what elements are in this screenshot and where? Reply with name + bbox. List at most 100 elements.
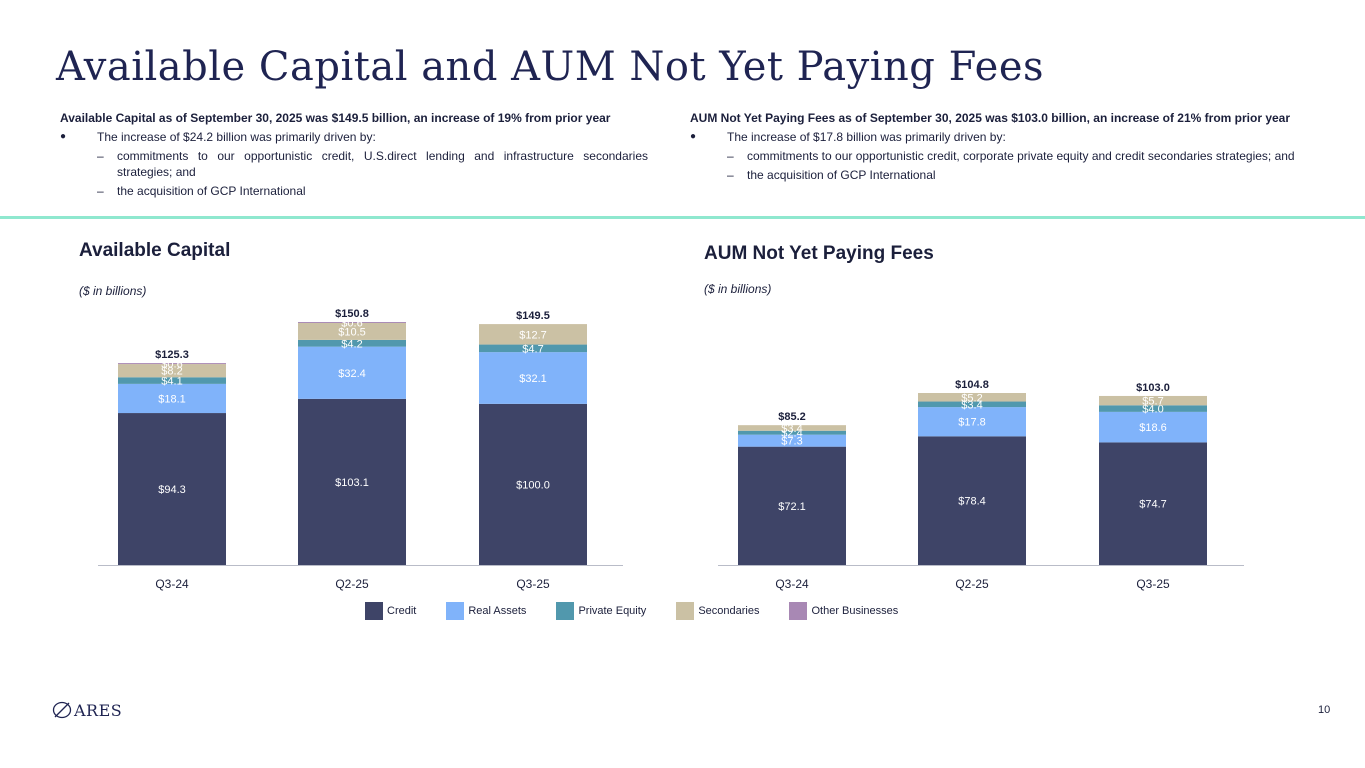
section-divider bbox=[0, 216, 1365, 219]
chart-title-available-capital: Available Capital bbox=[79, 240, 231, 261]
summary-bullets: The increase of $17.8 billion was primar… bbox=[690, 129, 1312, 183]
data-label: $18.1 bbox=[158, 393, 186, 405]
total-label: $125.3 bbox=[155, 349, 189, 361]
legend-swatch-real-assets bbox=[446, 602, 465, 620]
ares-logo: ARES bbox=[52, 700, 122, 720]
legend-label: Real Assets bbox=[468, 605, 527, 617]
bar-segment-secondaries bbox=[738, 425, 846, 431]
data-label: $3.4 bbox=[781, 423, 802, 435]
bar-segment-real-assets bbox=[298, 346, 406, 399]
legend-item-other-businesses: Other Businesses bbox=[789, 602, 898, 620]
legend-swatch-credit bbox=[365, 602, 383, 620]
bar-segment-other-businesses bbox=[118, 363, 226, 365]
bar-segment-credit bbox=[1099, 442, 1207, 565]
data-label: $78.4 bbox=[958, 496, 986, 508]
data-label: $100.0 bbox=[516, 479, 550, 491]
data-label: $32.4 bbox=[338, 368, 366, 380]
bar-segment-private-equity bbox=[1099, 405, 1207, 412]
legend-swatch-secondaries bbox=[676, 602, 695, 620]
total-label: $103.0 bbox=[1136, 382, 1170, 394]
bar-segment-secondaries bbox=[118, 364, 226, 378]
data-label: $4.1 bbox=[161, 376, 182, 388]
legend-label: Credit bbox=[387, 605, 417, 617]
bar-segment-credit bbox=[738, 446, 846, 565]
data-label: $0.6 bbox=[161, 359, 182, 371]
data-label: $3.4 bbox=[961, 399, 982, 411]
summary-subbullet: the acquisition of GCP International bbox=[60, 183, 648, 199]
ares-logo-icon bbox=[52, 701, 72, 719]
chart-title-aum-not-paying: AUM Not Yet Paying Fees bbox=[704, 243, 934, 264]
summary-bullet: The increase of $24.2 billion was primar… bbox=[60, 129, 648, 145]
summary-headline: Available Capital as of September 30, 20… bbox=[60, 111, 611, 125]
page-title: Available Capital and AUM Not Yet Paying… bbox=[56, 44, 1045, 90]
data-label: $17.8 bbox=[958, 417, 986, 429]
legend-label: Secondaries bbox=[698, 605, 760, 617]
data-label: $7.3 bbox=[781, 436, 802, 448]
bar-segment-credit bbox=[479, 403, 587, 565]
data-label: $10.5 bbox=[338, 326, 366, 338]
bar-segment-credit bbox=[918, 436, 1026, 565]
summary-aum-not-paying: AUM Not Yet Paying Fees as of September … bbox=[690, 110, 1312, 186]
summary-bullets: The increase of $24.2 billion was primar… bbox=[60, 129, 648, 199]
legend-item-secondaries: Secondaries bbox=[676, 602, 759, 620]
data-label: $8.2 bbox=[161, 366, 182, 378]
summary-headline: AUM Not Yet Paying Fees as of September … bbox=[690, 111, 1291, 125]
data-label: $5.7 bbox=[1142, 396, 1163, 408]
summary-subbullet: commitments to our opportunistic credit,… bbox=[60, 148, 648, 180]
bar-segment-credit bbox=[118, 413, 226, 565]
bar-segment-real-assets bbox=[479, 352, 587, 404]
data-label: $5.2 bbox=[961, 392, 982, 404]
data-label: $4.0 bbox=[1142, 404, 1163, 416]
x-tick-label: Q3-25 bbox=[1136, 577, 1170, 591]
summary-available-capital: Available Capital as of September 30, 20… bbox=[60, 110, 648, 202]
legend-label: Private Equity bbox=[578, 605, 647, 617]
bar-segment-private-equity bbox=[298, 339, 406, 347]
data-label: $94.3 bbox=[158, 484, 186, 496]
bar-segment-private-equity bbox=[479, 344, 587, 353]
total-label: $150.8 bbox=[335, 308, 369, 320]
summary-subbullet: the acquisition of GCP International bbox=[690, 167, 1312, 183]
page-number: 10 bbox=[1318, 704, 1331, 716]
x-tick-label: Q3-24 bbox=[155, 577, 189, 591]
data-label: $18.6 bbox=[1139, 422, 1167, 434]
summary-bullet: The increase of $17.8 billion was primar… bbox=[690, 129, 1312, 145]
legend-item-real-assets: Real Assets bbox=[446, 602, 526, 620]
total-label: $85.2 bbox=[778, 411, 806, 423]
data-label: $4.7 bbox=[522, 343, 543, 355]
legend-item-private-equity: Private Equity bbox=[556, 602, 646, 620]
bar-segment-other-businesses bbox=[298, 322, 406, 323]
data-label: $0.6 bbox=[341, 317, 362, 329]
chart-unit-aum-not-paying: ($ in billions) bbox=[704, 282, 772, 296]
bar-segment-credit bbox=[298, 398, 406, 565]
legend-swatch-private-equity bbox=[556, 602, 575, 620]
data-label: $4.2 bbox=[341, 338, 362, 350]
bar-segment-private-equity bbox=[118, 377, 226, 384]
data-label: $74.7 bbox=[1139, 499, 1167, 511]
x-tick-label: Q3-24 bbox=[775, 577, 809, 591]
bar-segment-private-equity bbox=[918, 401, 1026, 408]
bar-segment-real-assets bbox=[918, 407, 1026, 437]
bar-segment-private-equity bbox=[738, 430, 846, 435]
legend-label: Other Businesses bbox=[811, 605, 899, 617]
x-tick-label: Q2-25 bbox=[335, 577, 369, 591]
legend: Credit Real Assets Private Equity Second… bbox=[365, 602, 928, 620]
x-tick-label: Q3-25 bbox=[516, 577, 550, 591]
data-label: $103.1 bbox=[335, 477, 369, 489]
summary-subbullet: commitments to our opportunistic credit,… bbox=[690, 148, 1312, 164]
bar-segment-real-assets bbox=[118, 383, 226, 414]
data-label: $72.1 bbox=[778, 501, 806, 513]
legend-swatch-other-businesses bbox=[789, 602, 808, 620]
bar-segment-secondaries bbox=[1099, 395, 1207, 406]
bar-segment-secondaries bbox=[298, 322, 406, 340]
chart-unit-available-capital: ($ in billions) bbox=[79, 284, 147, 298]
bar-segment-real-assets bbox=[1099, 411, 1207, 443]
x-tick-label: Q2-25 bbox=[955, 577, 989, 591]
bar-segment-real-assets bbox=[738, 434, 846, 447]
total-label: $149.5 bbox=[516, 310, 550, 322]
bar-segment-secondaries bbox=[479, 324, 587, 345]
legend-item-credit: Credit bbox=[365, 602, 416, 620]
total-label: $104.8 bbox=[955, 379, 989, 391]
logo-text: ARES bbox=[74, 700, 123, 720]
bar-segment-secondaries bbox=[918, 393, 1026, 402]
